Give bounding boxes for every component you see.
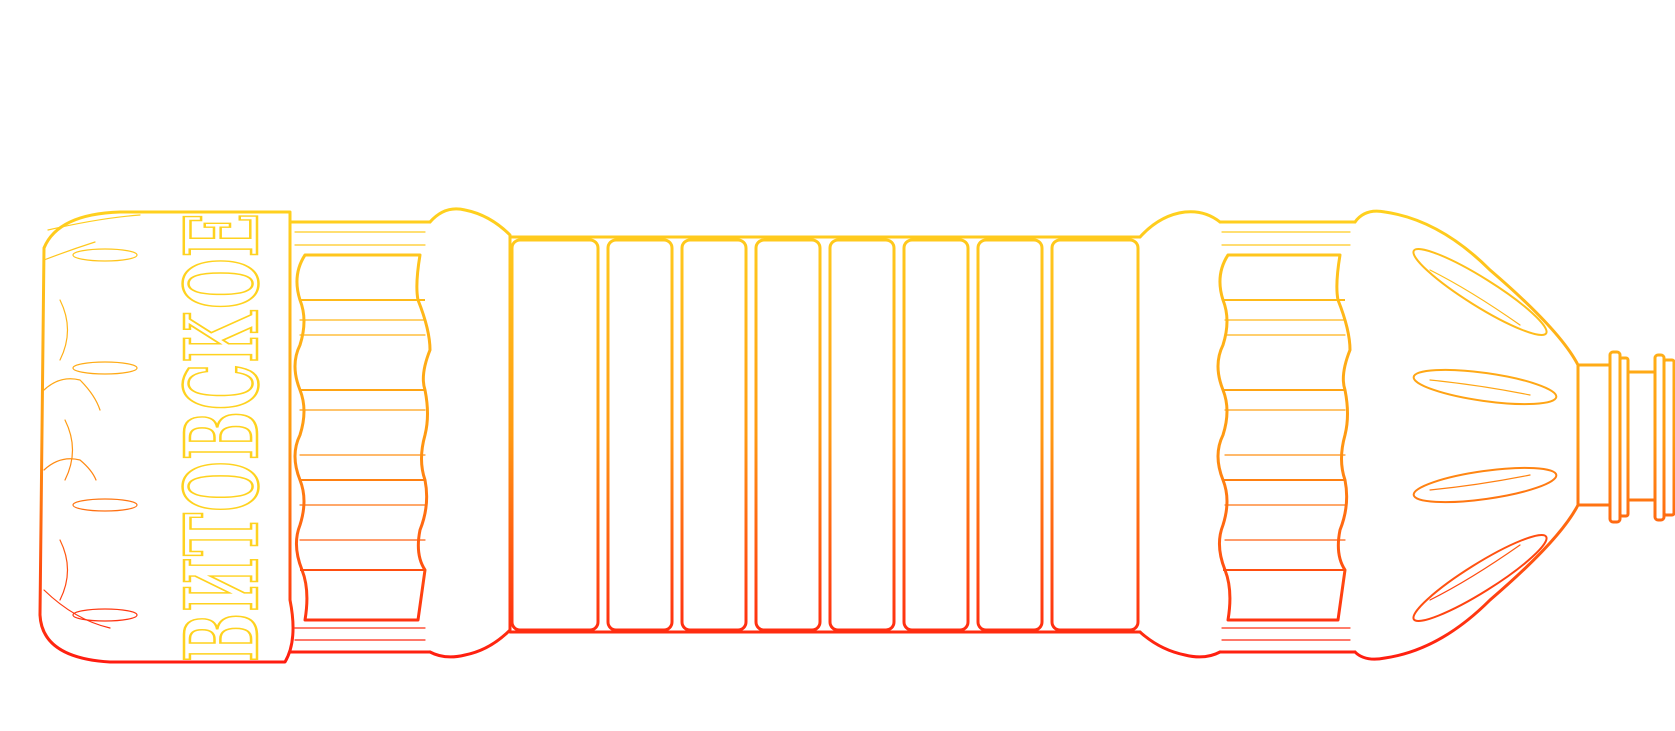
body-transition-right	[1138, 210, 1222, 659]
brand-label: ВИТОВСКОЕ	[162, 211, 283, 664]
grip-section-left	[288, 220, 432, 654]
grip-section-right	[1216, 220, 1357, 654]
brand-label-text: ВИТОВСКОЕ	[163, 212, 281, 662]
bottle-shoulder	[1353, 209, 1580, 661]
body-transition-left	[428, 207, 512, 659]
bottle-neck	[1576, 350, 1675, 524]
ribbed-body	[508, 235, 1142, 634]
bottle-base	[38, 210, 295, 664]
